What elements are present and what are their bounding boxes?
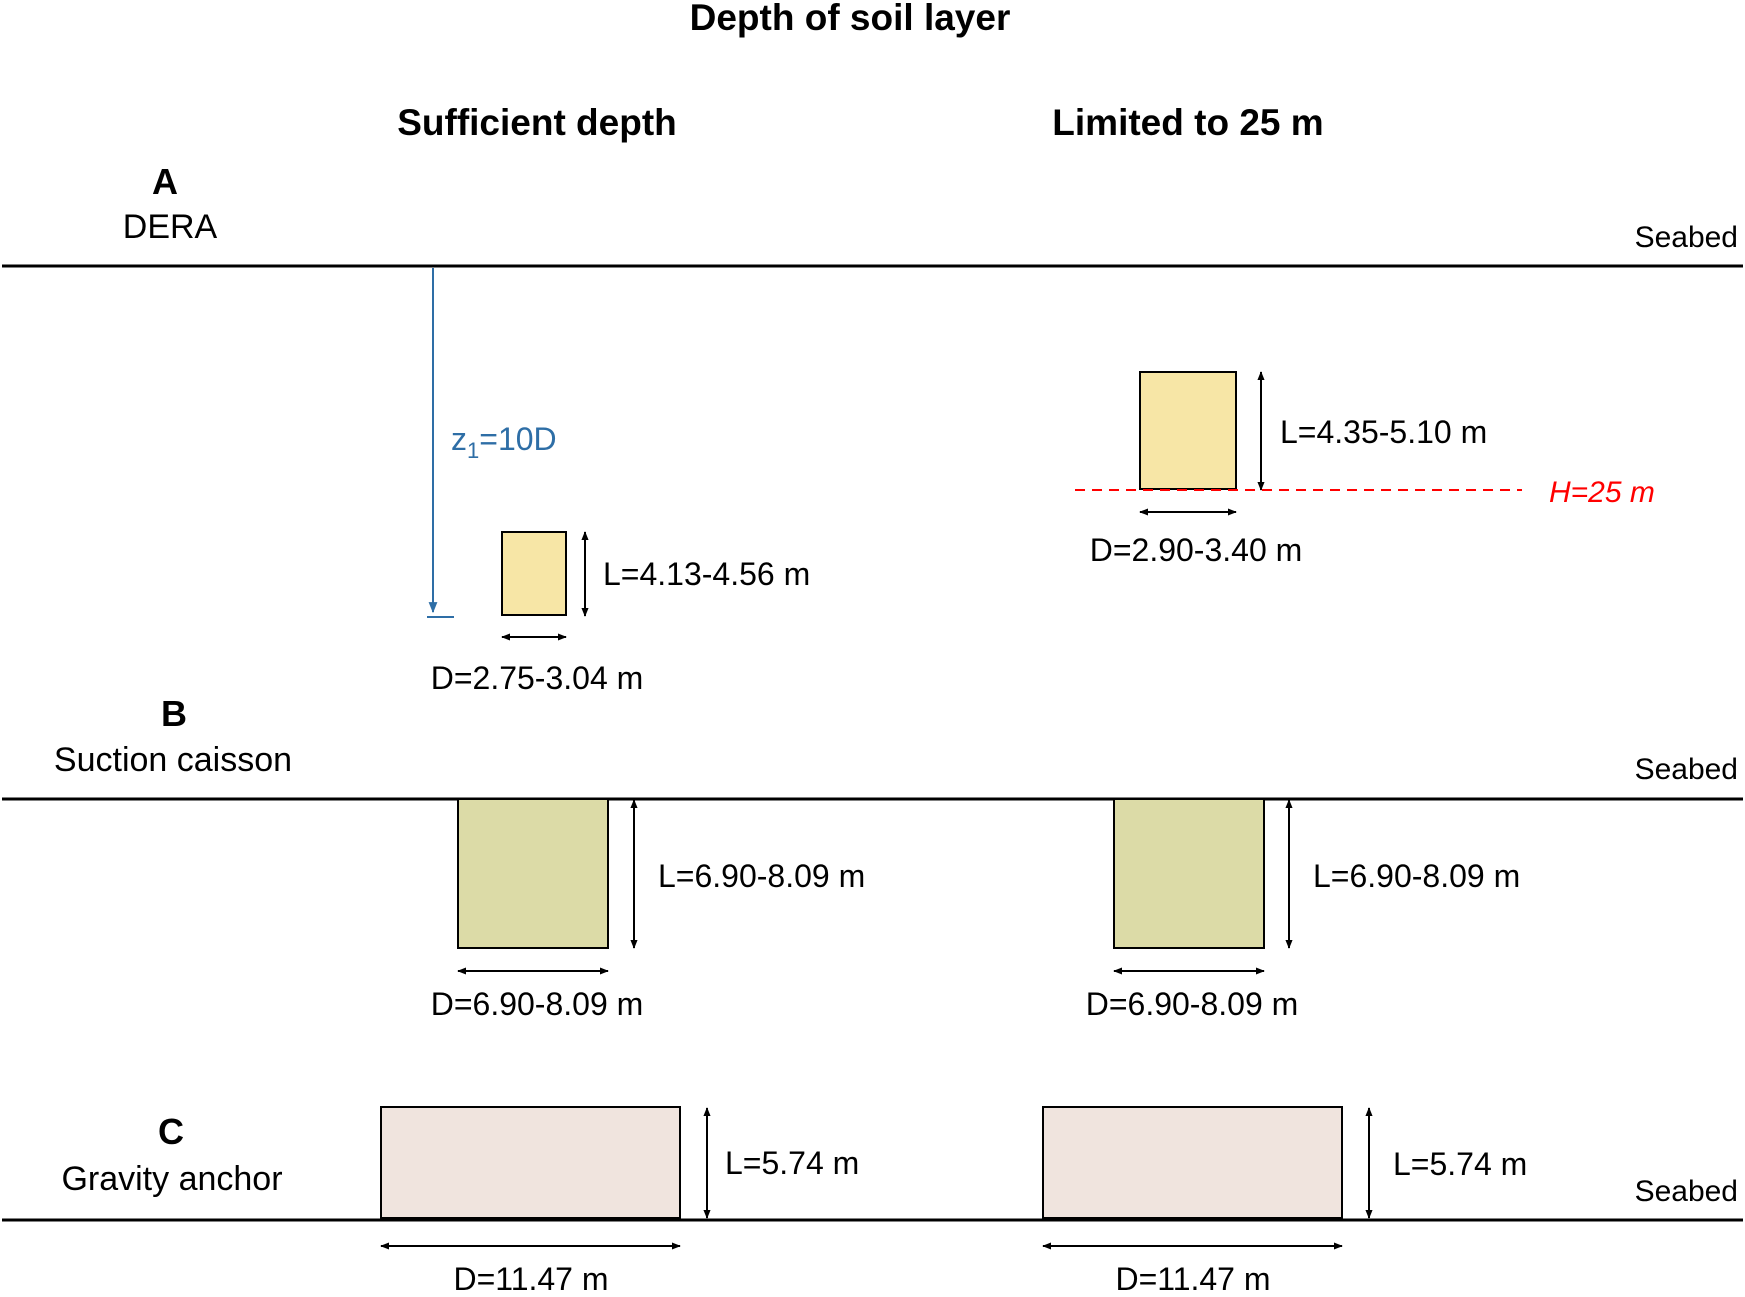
dera-anchor-left bbox=[501, 531, 567, 616]
caisson-right bbox=[1113, 798, 1265, 949]
seabed-label-c: Seabed bbox=[1635, 1175, 1738, 1208]
z1-label: z1=10D bbox=[451, 421, 557, 463]
dera-left-diameter-label: D=2.75-3.04 m bbox=[431, 660, 644, 696]
seabed-label-a: Seabed bbox=[1635, 221, 1738, 254]
panel-c-title: Gravity anchor bbox=[61, 1160, 282, 1198]
panel-a-dera: A DERA Seabed z1=10D L=4.13-4.56 m D=2.7… bbox=[2, 161, 1743, 696]
caisson-right-diameter-label: D=6.90-8.09 m bbox=[1086, 986, 1299, 1022]
panel-b-suction-caisson: B Suction caisson Seabed L=6.90-8.09 m D… bbox=[2, 693, 1743, 1022]
gravity-left-diameter-label: D=11.47 m bbox=[453, 1261, 608, 1297]
dera-right-length-label: L=4.35-5.10 m bbox=[1280, 414, 1487, 450]
caisson-left-diameter-label: D=6.90-8.09 m bbox=[431, 986, 644, 1022]
gravity-left-length-label: L=5.74 m bbox=[725, 1145, 859, 1181]
panel-b-title: Suction caisson bbox=[54, 741, 292, 779]
gravity-anchor-left bbox=[380, 1106, 681, 1219]
gravity-anchor-right bbox=[1042, 1106, 1343, 1219]
gravity-right-diameter-label: D=11.47 m bbox=[1115, 1261, 1270, 1297]
panel-a-title: DERA bbox=[123, 208, 218, 246]
column-heading-limited-depth: Limited to 25 m bbox=[1052, 102, 1323, 143]
panel-a-letter: A bbox=[152, 161, 178, 202]
panel-c-gravity-anchor: C Gravity anchor Seabed L=5.74 m D=11.47… bbox=[2, 1106, 1743, 1297]
dera-left-length-label: L=4.13-4.56 m bbox=[603, 556, 810, 592]
diagram-title: Depth of soil layer bbox=[690, 0, 1011, 38]
dera-anchor-right bbox=[1139, 371, 1237, 490]
caisson-right-length-label: L=6.90-8.09 m bbox=[1313, 858, 1520, 894]
caisson-left bbox=[457, 798, 609, 949]
seabed-label-b: Seabed bbox=[1635, 753, 1738, 786]
gravity-right-length-label: L=5.74 m bbox=[1393, 1146, 1527, 1182]
panel-c-letter: C bbox=[158, 1111, 184, 1152]
dera-right-diameter-label: D=2.90-3.40 m bbox=[1090, 532, 1303, 568]
column-heading-sufficient-depth: Sufficient depth bbox=[397, 102, 677, 143]
depth-limit-label: H=25 m bbox=[1549, 476, 1655, 509]
caisson-left-length-label: L=6.90-8.09 m bbox=[658, 858, 865, 894]
panel-b-letter: B bbox=[161, 693, 187, 734]
